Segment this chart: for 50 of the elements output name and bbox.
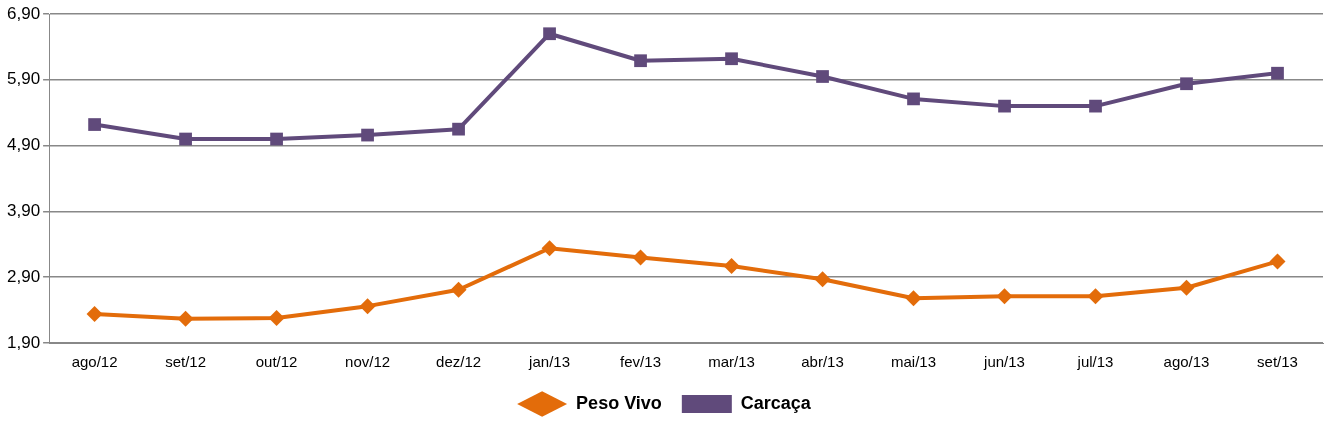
x-tick-label: ago/12 [71, 353, 118, 371]
x-tick-label: dez/12 [436, 353, 482, 371]
point [177, 310, 194, 327]
x-tick-label: jun/13 [983, 353, 1025, 371]
point [1087, 288, 1104, 305]
point [541, 240, 558, 257]
y-tick-label: 6,90 [6, 3, 41, 23]
x-tick-label: mai/13 [891, 353, 937, 371]
point [1180, 77, 1193, 91]
point [268, 310, 285, 326]
x-tick-label: out/12 [255, 353, 298, 371]
point [632, 249, 649, 266]
point [634, 54, 647, 68]
x-tick-label: fev/13 [620, 353, 661, 371]
point [816, 70, 829, 83]
x-tick-label: nov/12 [345, 353, 391, 371]
legend-label: Carcaça [740, 392, 812, 413]
point [179, 132, 192, 146]
y-tick-label: 2,90 [6, 266, 41, 286]
point [725, 52, 738, 66]
legend-label: Peso Vivo [576, 392, 662, 413]
x-tick-label: jan/13 [528, 353, 570, 371]
point [723, 258, 740, 275]
y-tick-label: 5,90 [6, 69, 41, 89]
y-tick-label: 3,90 [6, 201, 41, 221]
point [1089, 99, 1102, 113]
point [907, 92, 920, 106]
point [450, 281, 467, 298]
point [814, 271, 831, 288]
y-tick-label: 1,90 [6, 332, 41, 352]
point [1269, 253, 1286, 270]
point [452, 122, 465, 136]
x-tick-label: jul/13 [1076, 353, 1114, 371]
point [270, 132, 283, 146]
point [905, 290, 922, 307]
point [996, 288, 1013, 305]
x-tick-label: set/12 [165, 353, 207, 371]
point [1178, 279, 1195, 296]
point [88, 118, 101, 131]
y-tick-label: 4,90 [6, 135, 41, 155]
point [1271, 66, 1284, 80]
x-tick-label: abr/13 [801, 353, 844, 371]
point [359, 298, 376, 315]
x-tick-label: mar/13 [708, 353, 755, 371]
point [86, 306, 103, 323]
x-tick-label: set/13 [1257, 353, 1298, 371]
point [998, 99, 1011, 113]
x-tick-label: ago/13 [1163, 353, 1210, 371]
point [543, 27, 556, 41]
point [361, 128, 374, 142]
